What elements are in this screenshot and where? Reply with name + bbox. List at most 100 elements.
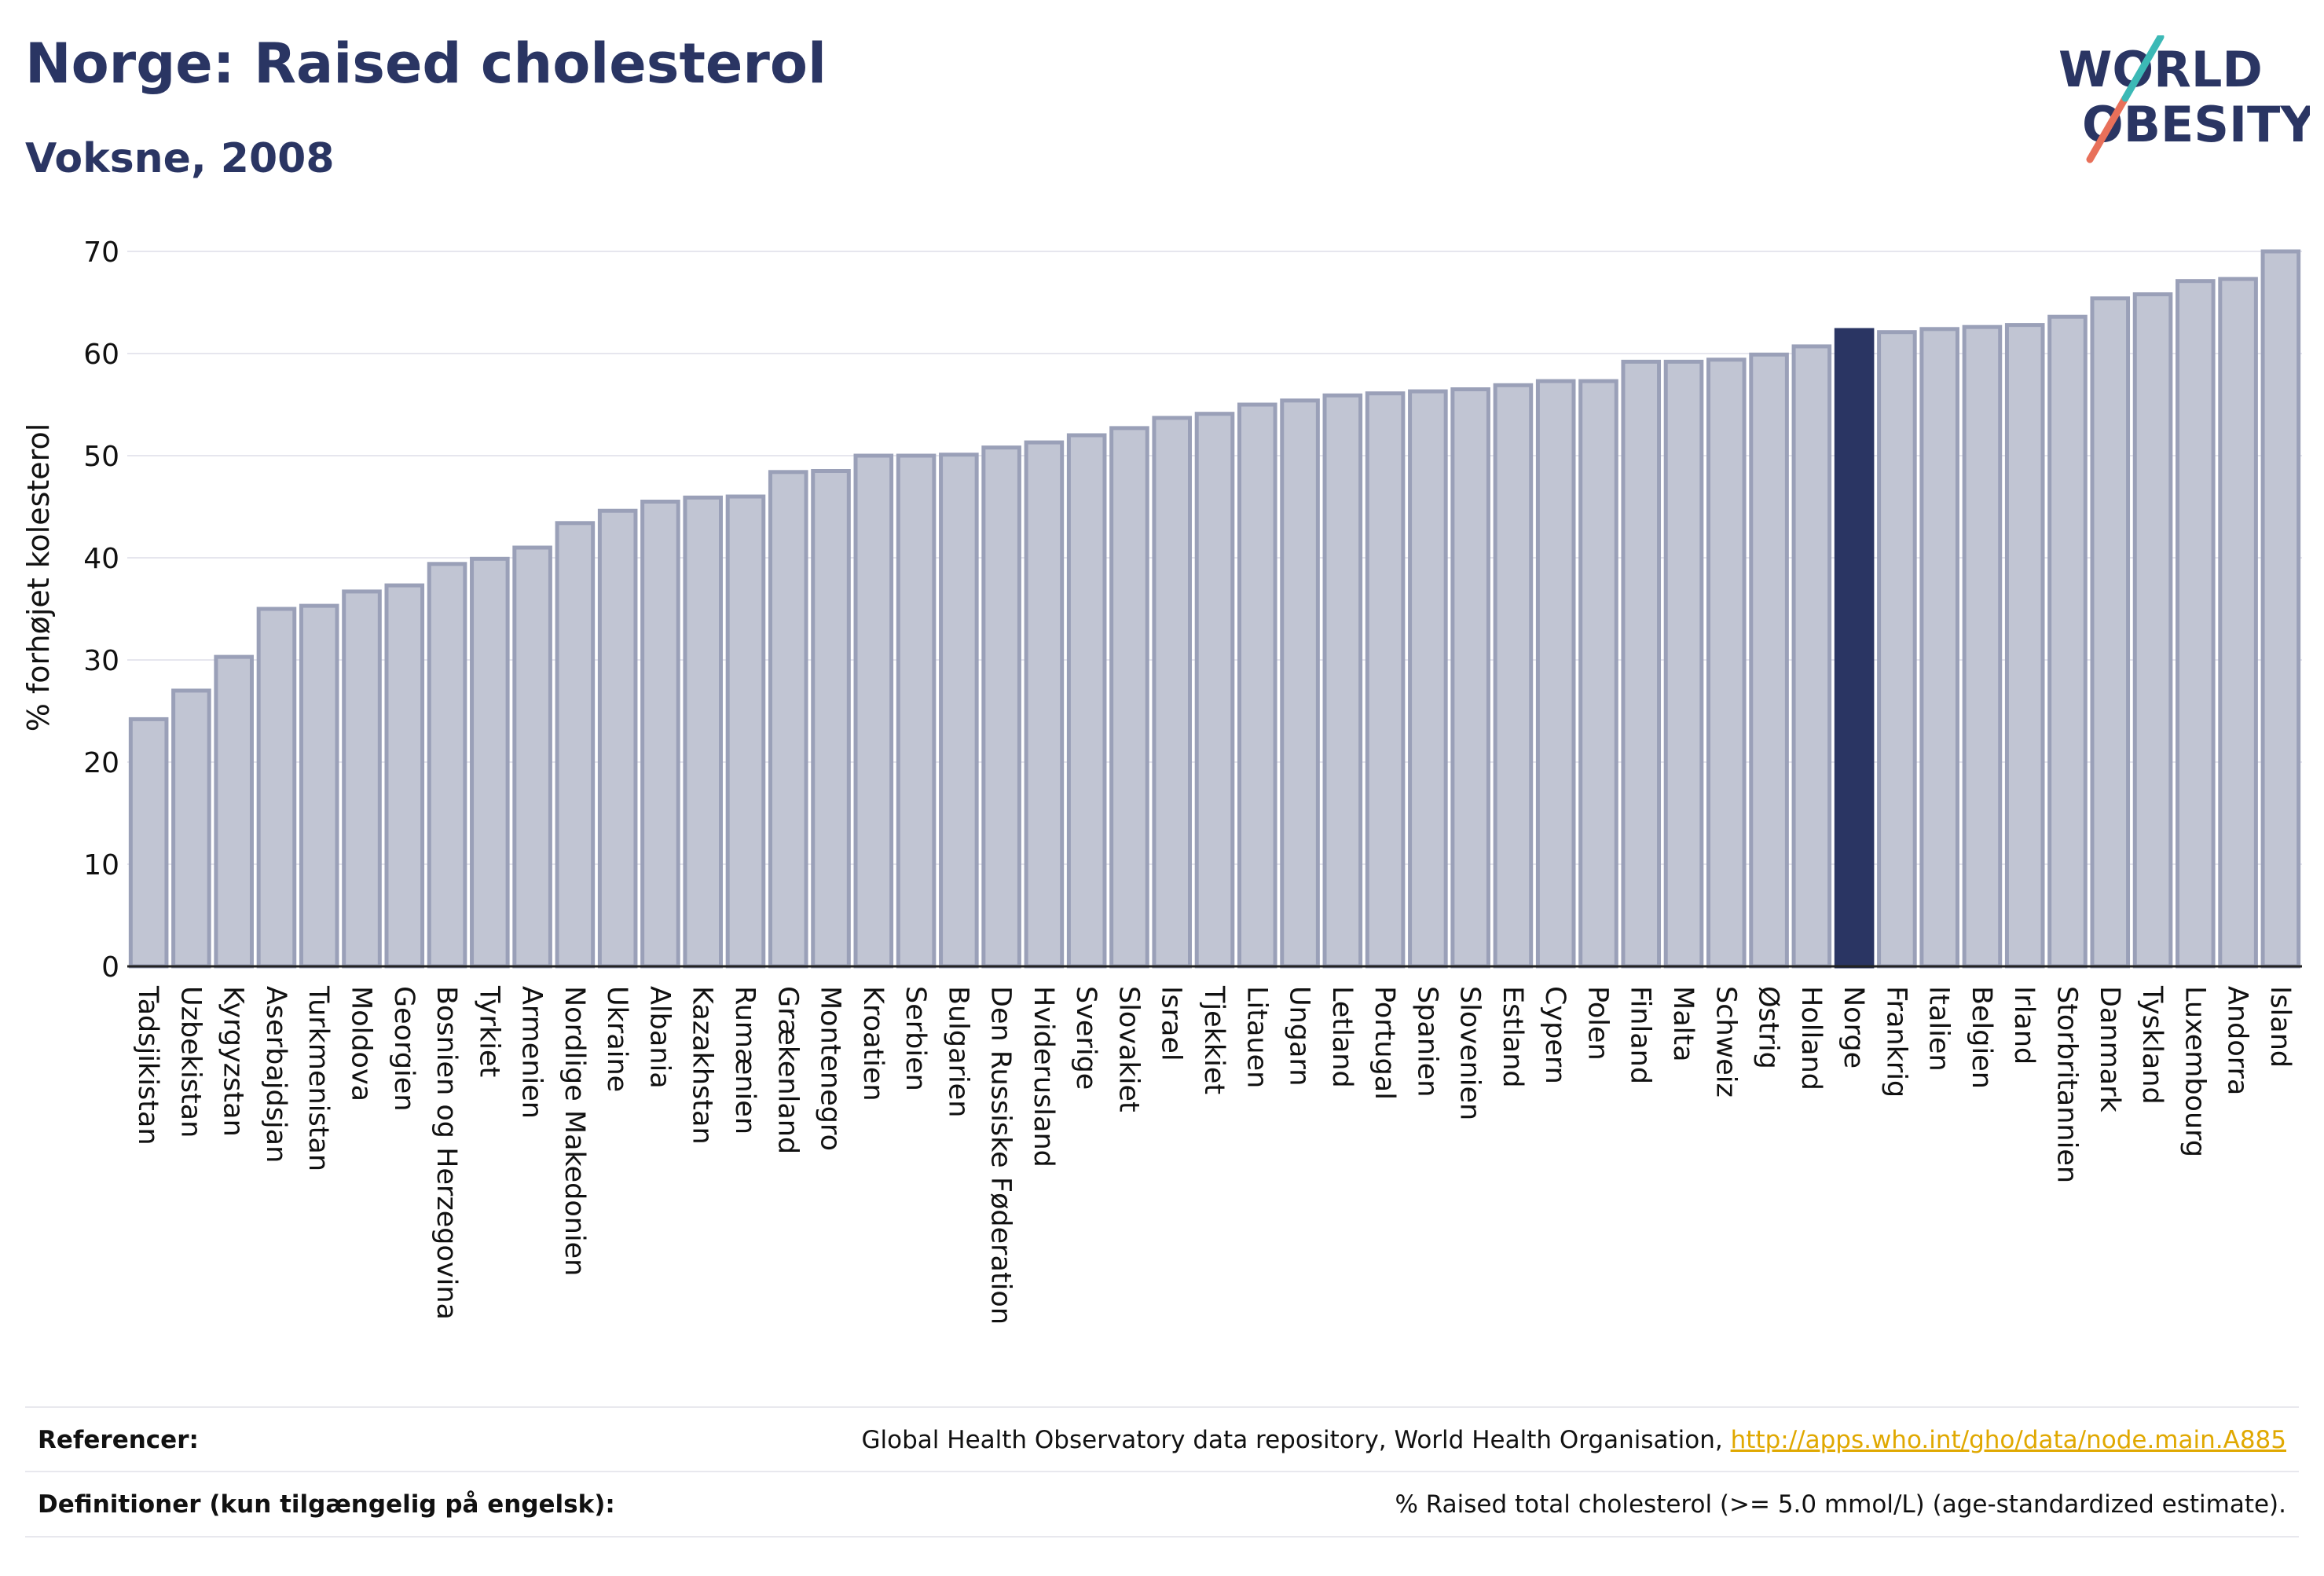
bar-norge xyxy=(1834,328,1875,969)
logo-slash-upper xyxy=(2121,35,2165,102)
bar-israel xyxy=(1152,416,1193,969)
x-tick-label: Kyrgyzstan xyxy=(218,986,249,1137)
bar-uzbekistan xyxy=(171,688,211,969)
bar-tyrkiet xyxy=(470,556,510,969)
x-tick-label: Sverige xyxy=(1070,986,1102,1090)
x-tick-label: Aserbajdsjan xyxy=(260,986,291,1163)
bar-frankrig xyxy=(1877,330,1917,969)
bar-ukraine xyxy=(597,508,638,969)
references-label: Referencer: xyxy=(38,1426,199,1454)
x-tick-label: Østrig xyxy=(1753,986,1784,1069)
bar-bulgarien xyxy=(939,453,979,969)
y-tick-label: 70 xyxy=(83,236,119,269)
x-tick-label: Frankrig xyxy=(1880,986,1912,1098)
y-tick-label: 10 xyxy=(83,849,119,881)
bar-luxembourg xyxy=(2176,279,2216,969)
bar-nordlige-makedonien xyxy=(555,521,596,969)
x-tick-label: Spanien xyxy=(1411,986,1442,1098)
y-tick-label: 20 xyxy=(83,747,119,779)
bar-danmark xyxy=(2090,296,2131,969)
bar-spanien xyxy=(1408,389,1448,969)
y-axis-ticks: 0 10 20 30 40 50 60 70 xyxy=(83,236,119,984)
bar-kazakhstan xyxy=(683,495,724,969)
bar-chart: 0 10 20 30 40 50 60 70 Tadsjikistan Uzbekistan Ky… xyxy=(21,236,2302,1325)
logo-slash-lower xyxy=(2086,94,2129,163)
bar-albania xyxy=(640,500,680,969)
x-tick-label: Schweiz xyxy=(1710,986,1741,1098)
x-tick-label: Hviderusland xyxy=(1028,986,1059,1167)
x-tick-label: Polen xyxy=(1582,986,1613,1061)
bar-moldova xyxy=(342,589,382,969)
bar-letland xyxy=(1322,393,1363,969)
bar-schweiz xyxy=(1706,357,1747,969)
x-tick-label: Montenegro xyxy=(815,986,846,1151)
y-axis-label: % forhøjet kolesterol xyxy=(21,423,56,732)
bar-serbien xyxy=(896,453,937,969)
bar-belgien xyxy=(1962,324,2003,969)
x-tick-label: Malta xyxy=(1667,986,1699,1062)
bar-slovenien xyxy=(1450,387,1490,969)
x-tick-label: Albania xyxy=(643,986,675,1089)
x-tick-label: Serbien xyxy=(900,986,931,1091)
x-tick-label: Italien xyxy=(1923,986,1955,1072)
y-tick-label: 0 xyxy=(101,951,119,984)
bar-malta xyxy=(1663,359,1704,969)
x-tick-label: Turkmenistan xyxy=(302,985,334,1171)
x-tick-label: Finland xyxy=(1625,986,1656,1084)
x-tick-label: Ukraine xyxy=(601,986,632,1092)
x-tick-label: Tyskland xyxy=(2136,985,2168,1105)
bar-armenien xyxy=(512,545,552,969)
references-text: Global Health Observatory data repositor… xyxy=(861,1426,1731,1454)
bar-sverige xyxy=(1066,433,1107,969)
bar-turkmenistan xyxy=(299,603,339,969)
x-tick-label: Island xyxy=(2264,986,2296,1068)
x-tick-label: Nordlige Makedonien xyxy=(559,986,590,1276)
bar-italien xyxy=(1919,327,1959,969)
references-link[interactable]: http://apps.who.int/gho/data/node.main.A… xyxy=(1730,1426,2286,1454)
x-tick-label: Norge xyxy=(1838,986,1869,1068)
x-tick-label: Bulgarien xyxy=(942,986,973,1117)
x-tick-label: Holland xyxy=(1795,986,1827,1090)
bar-tjekkiet xyxy=(1194,412,1235,969)
y-tick-label: 50 xyxy=(83,441,119,473)
x-tick-label: Belgien xyxy=(1966,986,1997,1089)
x-tick-label: Portugal xyxy=(1369,986,1400,1100)
x-tick-label: Irland xyxy=(2008,986,2040,1065)
definitions-row: Definitioner (kun tilgængelig på engelsk… xyxy=(25,1490,2299,1530)
bar-grækenland xyxy=(768,470,808,969)
bar-cypern xyxy=(1535,379,1576,969)
bar-portugal xyxy=(1365,391,1406,969)
y-tick-label: 30 xyxy=(83,645,119,677)
bar-storbritannien xyxy=(2047,314,2088,969)
bar-island xyxy=(2260,249,2301,969)
bars xyxy=(128,249,2301,969)
bar-tadsjikistan xyxy=(128,717,169,969)
y-tick-label: 60 xyxy=(83,339,119,371)
x-tick-label: Slovenien xyxy=(1454,986,1486,1120)
bar-irland xyxy=(2004,323,2045,969)
definitions-value: % Raised total cholesterol (>= 5.0 mmol/… xyxy=(1395,1490,2286,1519)
x-tick-label: Bosnien og Herzegovina xyxy=(431,986,462,1320)
bar-tyskland xyxy=(2132,292,2173,969)
x-tick-label: Tadsjikistan xyxy=(132,985,163,1145)
x-tick-label: Storbritannien xyxy=(2051,986,2082,1183)
x-tick-label: Kroatien xyxy=(857,986,889,1101)
x-tick-label: Ungarn xyxy=(1284,986,1315,1086)
x-tick-label: Israel xyxy=(1156,986,1187,1061)
x-tick-label: Letland xyxy=(1326,986,1358,1088)
bar-finland xyxy=(1621,359,1662,969)
chart-title: Norge: Raised cholesterol xyxy=(25,31,827,96)
x-tick-label: Danmark xyxy=(2094,986,2125,1113)
x-tick-label: Den Russiske Føderation xyxy=(985,986,1017,1325)
bar-kroatien xyxy=(853,453,894,969)
footer-divider-top xyxy=(25,1406,2299,1408)
bar-kyrgyzstan xyxy=(214,654,254,969)
x-tick-label: Kazakhstan xyxy=(687,986,718,1145)
references-row: Referencer: Global Health Observatory da… xyxy=(25,1426,2299,1465)
x-tick-label: Andorra xyxy=(2222,986,2253,1095)
world-obesity-logo: WORLD OBESITY xyxy=(2058,35,2310,163)
bar-østrig xyxy=(1749,352,1789,969)
references-value: Global Health Observatory data repositor… xyxy=(862,1426,2286,1454)
x-tick-label: Tyrkiet xyxy=(473,985,504,1077)
x-tick-label: Rumænien xyxy=(729,986,761,1134)
